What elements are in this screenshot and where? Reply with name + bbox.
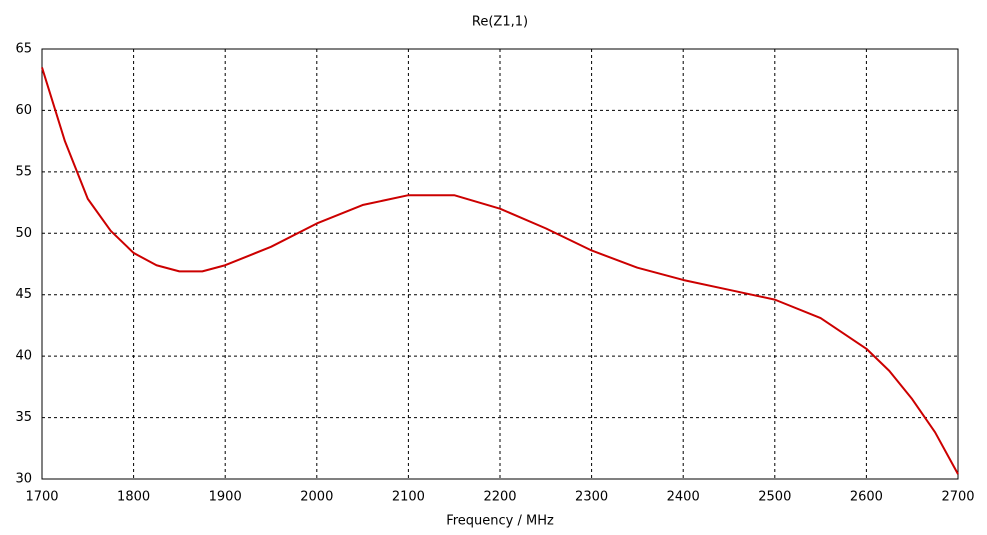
x-tick-label: 2700 (941, 490, 974, 505)
x-tick-label: 2200 (483, 490, 516, 505)
y-tick-label: 65 (15, 42, 32, 57)
x-tick-label: 2600 (850, 490, 883, 505)
x-tick-label: 2300 (575, 490, 608, 505)
chart-title: Re(Z1,1) (472, 15, 528, 30)
x-tick-label: 1800 (117, 490, 150, 505)
data-line (41, 67, 959, 475)
y-tick-label: 55 (15, 164, 32, 179)
x-tick-label: 2100 (392, 490, 425, 505)
x-tick-label: 2400 (667, 490, 700, 505)
x-tick-label: 1900 (209, 490, 242, 505)
y-tick-label: 30 (15, 472, 32, 487)
y-tick-label: 35 (15, 410, 32, 425)
plot-frame (41, 48, 959, 480)
x-tick-label: 2500 (758, 490, 791, 505)
y-tick-label: 60 (15, 103, 32, 118)
y-tick-label: 50 (15, 226, 32, 241)
y-tick-label: 40 (15, 349, 32, 364)
x-axis-label: Frequency / MHz (446, 514, 554, 529)
x-tick-label: 1700 (25, 490, 58, 505)
y-tick-label: 45 (15, 287, 32, 302)
x-tick-label: 2000 (300, 490, 333, 505)
